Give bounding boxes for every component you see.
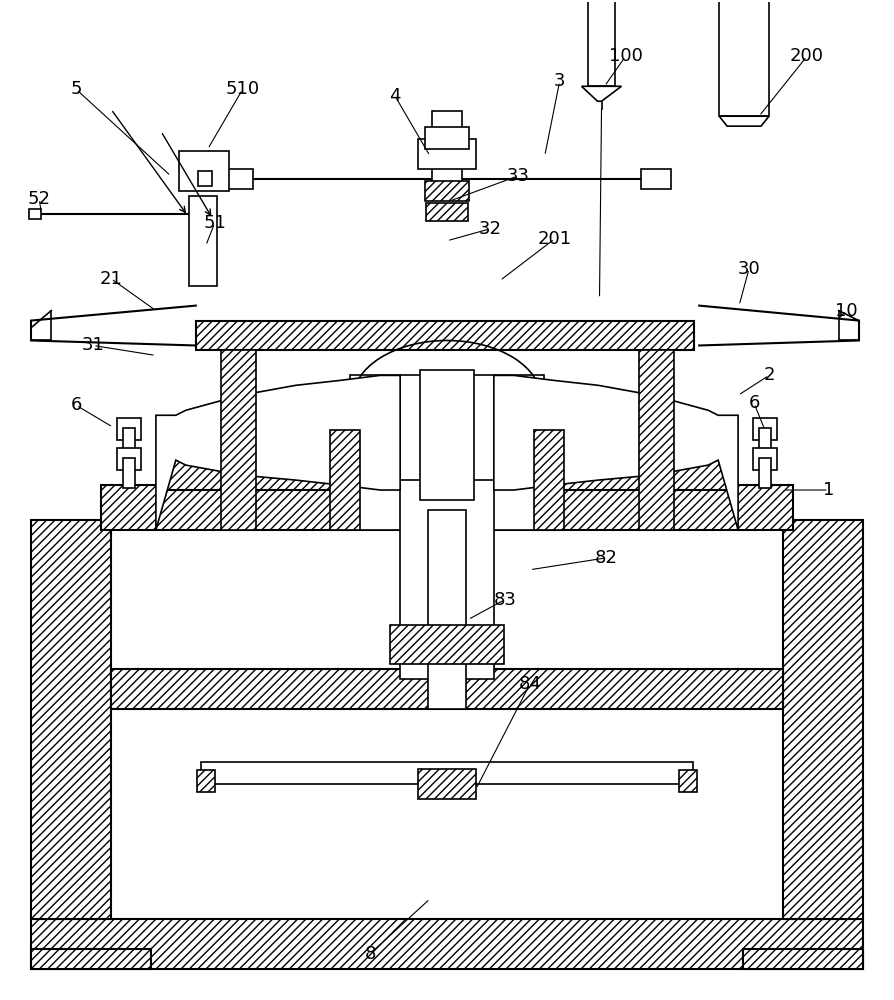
Bar (639, 350, 674, 530)
Bar (30, 209, 41, 219)
Bar (198, 171, 212, 186)
Bar (783, 520, 863, 919)
Bar (418, 769, 476, 799)
Text: 32: 32 (478, 220, 502, 238)
Text: 8: 8 (365, 945, 375, 963)
Polygon shape (156, 375, 401, 530)
Text: 200: 200 (790, 47, 824, 65)
Bar (196, 321, 695, 350)
Bar (31, 520, 111, 919)
Text: 10: 10 (835, 302, 858, 320)
Text: 82: 82 (595, 549, 618, 567)
Polygon shape (582, 86, 621, 101)
Bar (101, 485, 793, 530)
Text: 31: 31 (81, 336, 105, 354)
Text: 510: 510 (225, 80, 259, 98)
Text: 1: 1 (823, 481, 834, 499)
Bar (123, 428, 135, 458)
Bar (432, 111, 462, 191)
Text: 84: 84 (519, 675, 541, 693)
Text: 5: 5 (71, 80, 82, 98)
Text: 100: 100 (609, 47, 643, 65)
Bar (201, 762, 693, 784)
Text: 30: 30 (738, 260, 761, 278)
Bar (31, 919, 863, 969)
Bar (641, 169, 671, 189)
Bar (418, 139, 476, 169)
Text: 6: 6 (748, 394, 760, 412)
Bar (420, 370, 474, 500)
Bar (331, 430, 360, 530)
Bar (189, 196, 216, 286)
Text: 201: 201 (537, 230, 572, 248)
Polygon shape (719, 116, 769, 126)
Bar (753, 448, 777, 470)
Bar (111, 669, 783, 709)
Text: 21: 21 (99, 270, 122, 288)
Bar (350, 375, 544, 530)
Bar (426, 203, 468, 221)
Bar (123, 458, 135, 488)
Bar (197, 770, 215, 792)
Bar (759, 458, 771, 488)
Bar (117, 448, 141, 470)
Bar (534, 430, 563, 530)
Bar (425, 127, 469, 149)
Bar (390, 625, 504, 664)
Bar (743, 949, 863, 969)
Bar (223, 169, 253, 189)
Bar (179, 151, 229, 191)
Text: 6: 6 (71, 396, 82, 414)
Bar (425, 181, 469, 201)
Bar (679, 770, 697, 792)
Bar (117, 418, 141, 440)
Bar (719, 0, 769, 116)
Text: 4: 4 (390, 87, 401, 105)
Text: 33: 33 (506, 167, 529, 185)
Bar (221, 350, 256, 530)
Text: 3: 3 (554, 72, 565, 90)
Bar (401, 480, 493, 679)
Bar (428, 510, 466, 709)
Polygon shape (493, 375, 738, 530)
Bar (759, 428, 771, 458)
Bar (161, 460, 733, 490)
Text: 52: 52 (28, 190, 51, 208)
Bar (31, 949, 151, 969)
Text: 2: 2 (763, 366, 775, 384)
Text: 83: 83 (493, 591, 516, 609)
Bar (587, 0, 615, 86)
Bar (753, 418, 777, 440)
Bar (428, 136, 466, 156)
Text: 51: 51 (203, 214, 226, 232)
